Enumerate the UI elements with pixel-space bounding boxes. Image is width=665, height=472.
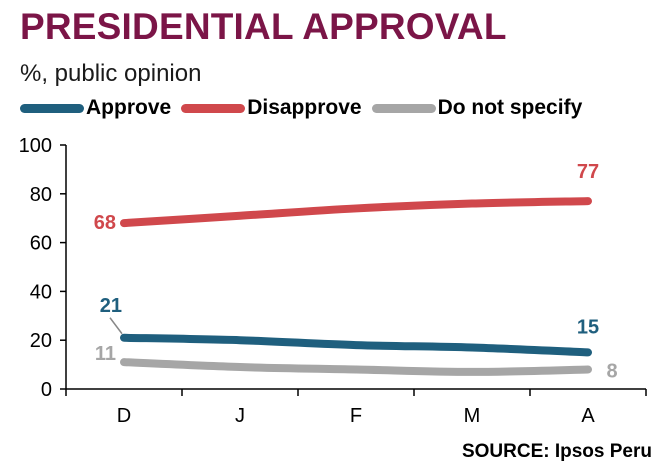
- data-label-disapprove: 68: [94, 212, 116, 234]
- x-tick-label: M: [464, 405, 481, 427]
- x-tick-label: A: [581, 405, 595, 427]
- y-tick-label: 60: [30, 233, 52, 255]
- legend-item-disapprove: Disapprove: [181, 96, 362, 120]
- x-tick-label: F: [350, 405, 362, 427]
- series-line-approve: [120, 333, 592, 357]
- legend-label-do-not-specify: Do not specify: [437, 96, 583, 119]
- data-label-do-not-specify: 11: [95, 343, 116, 365]
- series-line-do-not-specify: [120, 358, 592, 376]
- y-tick-label: 0: [41, 379, 52, 401]
- y-tick-label: 100: [19, 135, 52, 157]
- x-tick-label: D: [117, 405, 131, 427]
- legend-swatch-do-not-specify: [371, 103, 436, 113]
- y-tick-label: 80: [30, 184, 52, 206]
- series-lines: [120, 197, 592, 376]
- source-note: SOURCE: Ipsos Peru: [461, 441, 652, 462]
- data-label-approve: 21: [100, 295, 122, 317]
- legend-item-approve: Approve: [20, 96, 171, 120]
- legend: Approve Disapprove Do not specify: [20, 96, 592, 120]
- legend-label-disapprove: Disapprove: [247, 96, 362, 119]
- series-line-disapprove: [120, 197, 592, 228]
- chart-subtitle: %, public opinion: [20, 60, 202, 87]
- leader-line: [109, 317, 123, 335]
- legend-label-approve: Approve: [86, 96, 172, 119]
- data-label-do-not-specify: 8: [606, 360, 617, 382]
- legend-swatch-disapprove: [181, 103, 246, 113]
- x-tick-label: J: [235, 405, 245, 427]
- data-label-approve: 15: [577, 316, 599, 338]
- data-label-disapprove: 77: [577, 161, 599, 183]
- y-tick-label: 40: [30, 281, 52, 303]
- chart-title: PRESIDENTIAL APPROVAL: [20, 6, 507, 47]
- legend-item-do-not-specify: Do not specify: [371, 96, 583, 120]
- axes: 0 20 40 60 80 100 D J F M A: [19, 135, 647, 427]
- data-labels: 21 15 68 77 11 8: [94, 161, 618, 382]
- legend-swatch-approve: [20, 103, 84, 113]
- y-tick-label: 20: [30, 330, 52, 352]
